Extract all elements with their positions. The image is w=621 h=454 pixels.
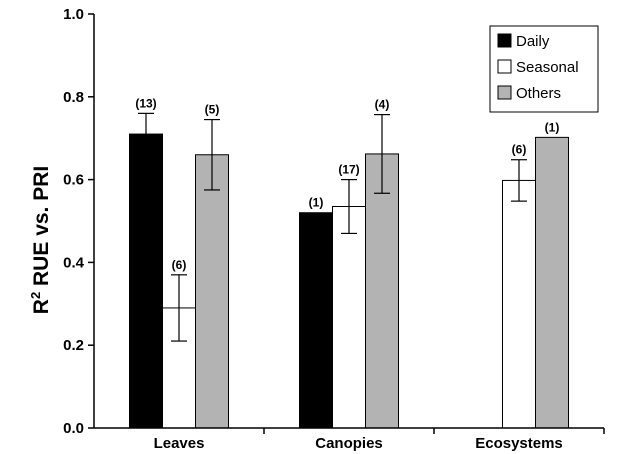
y-tick-label: 0.6 [63, 172, 84, 189]
sample-size-label: (5) [205, 103, 220, 117]
y-tick-label: 1.0 [63, 6, 84, 23]
y-tick-label: 0.4 [63, 254, 85, 271]
plot-area: (13) (6) (5) (1) (17) (4) (6) (1) [129, 96, 569, 429]
category-label: Ecosystems [475, 435, 563, 452]
bar-seasonal [332, 206, 366, 429]
legend-label: Daily [516, 33, 550, 50]
category-label: Canopies [315, 435, 383, 452]
category-label: Leaves [154, 435, 205, 452]
bar-seasonal [502, 179, 536, 429]
sample-size-label: (6) [172, 258, 187, 272]
bar-others [365, 153, 399, 429]
sample-size-label: (4) [375, 98, 390, 112]
sample-size-label: (1) [309, 196, 324, 210]
bar-daily [129, 133, 163, 429]
sample-size-label: (6) [512, 143, 527, 157]
sample-size-label: (17) [338, 163, 359, 177]
legend-swatch [497, 33, 512, 48]
legend-swatch [497, 85, 512, 100]
sample-size-label: (1) [545, 120, 560, 134]
bar-others [535, 136, 569, 429]
y-tick-label: 0.8 [63, 89, 84, 106]
legend-swatch [497, 59, 512, 74]
x-axis: Leaves Canopies Ecosystems [94, 427, 605, 452]
y-tick-label: 0.0 [63, 420, 84, 437]
bar-daily [299, 212, 333, 429]
y-tick-label: 0.2 [63, 337, 84, 354]
legend-label: Seasonal [516, 59, 579, 76]
y-axis-title: R2 RUE vs. PRI [28, 166, 53, 314]
y-axis: 0.0 0.2 0.4 0.6 0.8 1.0 [63, 6, 95, 437]
sample-size-label: (13) [135, 96, 156, 110]
bar-others [195, 154, 229, 429]
legend: Daily Seasonal Others [489, 25, 599, 113]
legend-label: Others [516, 85, 561, 102]
